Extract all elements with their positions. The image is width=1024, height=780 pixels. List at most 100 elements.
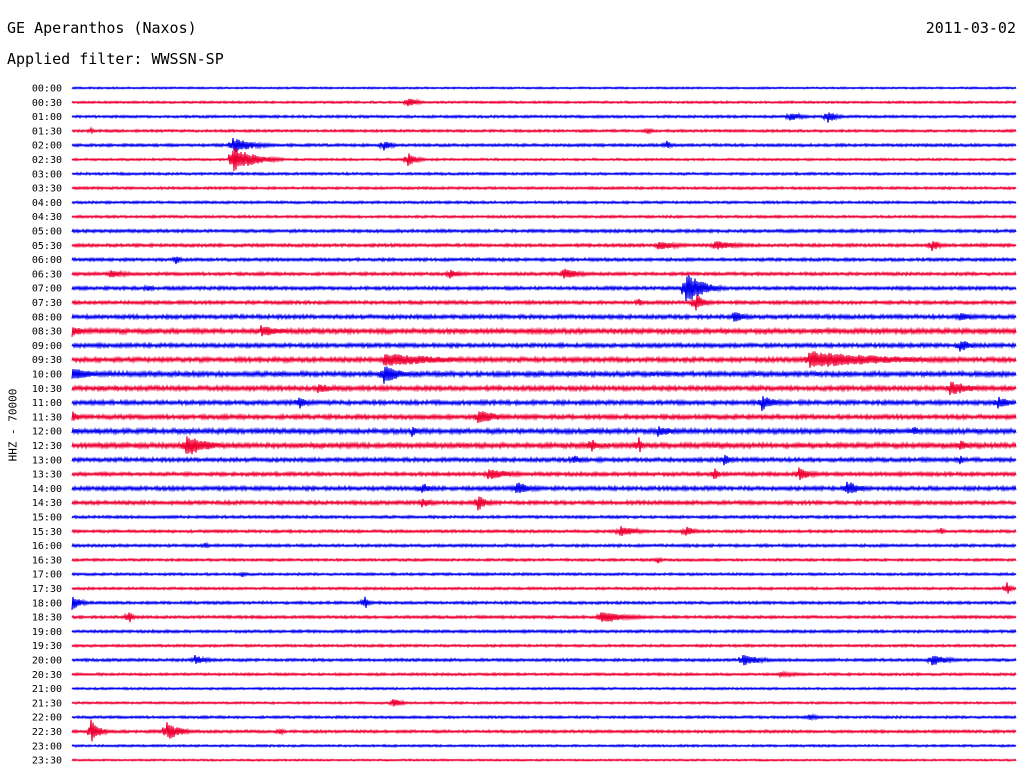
trace-0900 — [71, 341, 1017, 352]
time-label: 05:00 — [32, 227, 62, 238]
time-label: 11:00 — [32, 398, 62, 409]
trace-1900 — [71, 628, 1017, 635]
trace-0830 — [71, 325, 1017, 337]
trace-0400 — [71, 199, 1017, 205]
trace-0230 — [71, 147, 1017, 171]
trace-2200 — [71, 713, 1017, 722]
date-label: 2011-03-02 — [925, 19, 1016, 37]
time-label: 13:30 — [32, 470, 62, 481]
trace-1200 — [71, 426, 1017, 437]
trace-0500 — [71, 227, 1017, 235]
time-label: 04:00 — [32, 198, 62, 209]
trace-1530 — [71, 526, 1017, 536]
trace-2130 — [71, 699, 1017, 707]
trace-1700 — [71, 571, 1017, 578]
time-label: 21:30 — [32, 698, 62, 709]
time-label: 21:00 — [32, 684, 62, 695]
trace-0730 — [71, 294, 1017, 311]
trace-0630 — [71, 268, 1017, 279]
trace-2230 — [71, 719, 1017, 742]
time-label: 19:00 — [32, 627, 62, 638]
time-label: 02:00 — [32, 141, 62, 152]
time-label: 08:00 — [32, 312, 62, 323]
time-label: 06:30 — [32, 269, 62, 280]
time-label: 17:30 — [32, 584, 62, 595]
trace-1600 — [71, 541, 1017, 549]
time-label: 20:30 — [32, 670, 62, 681]
time-label: 23:30 — [32, 756, 62, 767]
time-label: 04:30 — [32, 212, 62, 223]
trace-1300 — [71, 454, 1017, 466]
trace-0100 — [71, 111, 1017, 123]
time-label: 09:00 — [32, 341, 62, 352]
trace-0600 — [71, 256, 1017, 265]
trace-1800 — [71, 596, 1017, 610]
time-label: 13:00 — [32, 455, 62, 466]
station-title: GE Aperanthos (Naxos) — [7, 19, 197, 37]
trace-2100 — [71, 686, 1017, 691]
time-label: 18:00 — [32, 598, 62, 609]
time-label: 03:00 — [32, 169, 62, 180]
trace-0000 — [71, 86, 1017, 90]
trace-0330 — [71, 185, 1017, 191]
time-label: 12:00 — [32, 427, 62, 438]
trace-0030 — [71, 98, 1017, 107]
trace-0130 — [71, 126, 1017, 135]
time-label: 09:30 — [32, 355, 62, 366]
trace-1400 — [71, 481, 1017, 494]
trace-0530 — [71, 241, 1017, 252]
trace-0200 — [71, 137, 1017, 153]
time-label: 07:00 — [32, 284, 62, 295]
trace-0430 — [71, 214, 1017, 220]
time-label: 20:00 — [32, 656, 62, 667]
time-label: 06:00 — [32, 255, 62, 266]
trace-1330 — [71, 467, 1017, 481]
time-label: 11:30 — [32, 412, 62, 423]
trace-1100 — [71, 396, 1017, 411]
time-label: 23:00 — [32, 741, 62, 752]
time-label: 15:00 — [32, 513, 62, 524]
trace-1230 — [71, 436, 1017, 455]
time-label: 05:30 — [32, 241, 62, 252]
time-label: 12:30 — [32, 441, 62, 452]
trace-0700 — [71, 275, 1017, 302]
time-label: 00:30 — [32, 98, 62, 109]
trace-1500 — [71, 514, 1017, 520]
time-label: 15:30 — [32, 527, 62, 538]
time-label: 22:30 — [32, 727, 62, 738]
time-label: 03:30 — [32, 184, 62, 195]
time-label: 17:00 — [32, 570, 62, 581]
trace-1430 — [71, 496, 1017, 511]
time-label: 10:30 — [32, 384, 62, 395]
time-label: 07:30 — [32, 298, 62, 309]
time-label: 16:30 — [32, 555, 62, 566]
time-label: 14:00 — [32, 484, 62, 495]
trace-2030 — [71, 670, 1017, 679]
trace-1030 — [71, 381, 1017, 396]
trace-1630 — [71, 556, 1017, 564]
time-label: 19:30 — [32, 641, 62, 652]
time-label: 16:00 — [32, 541, 62, 552]
trace-1730 — [71, 582, 1017, 594]
trace-0930 — [71, 351, 1017, 368]
time-label: 14:30 — [32, 498, 62, 509]
time-label: 08:30 — [32, 327, 62, 338]
time-label: 22:00 — [32, 713, 62, 724]
time-label: 02:30 — [32, 155, 62, 166]
time-label: 00:00 — [32, 84, 62, 95]
trace-2000 — [71, 655, 1017, 666]
trace-2300 — [71, 743, 1017, 749]
trace-1130 — [71, 411, 1017, 424]
time-label: 10:00 — [32, 370, 62, 381]
time-label: 01:30 — [32, 126, 62, 137]
time-label: 01:00 — [32, 112, 62, 123]
trace-0300 — [71, 171, 1017, 177]
filter-label: Applied filter: WWSSN-SP — [7, 50, 224, 68]
trace-1930 — [71, 643, 1017, 649]
trace-1830 — [71, 612, 1017, 623]
time-label: 18:30 — [32, 613, 62, 624]
trace-2330 — [71, 758, 1017, 763]
trace-0800 — [71, 312, 1017, 322]
